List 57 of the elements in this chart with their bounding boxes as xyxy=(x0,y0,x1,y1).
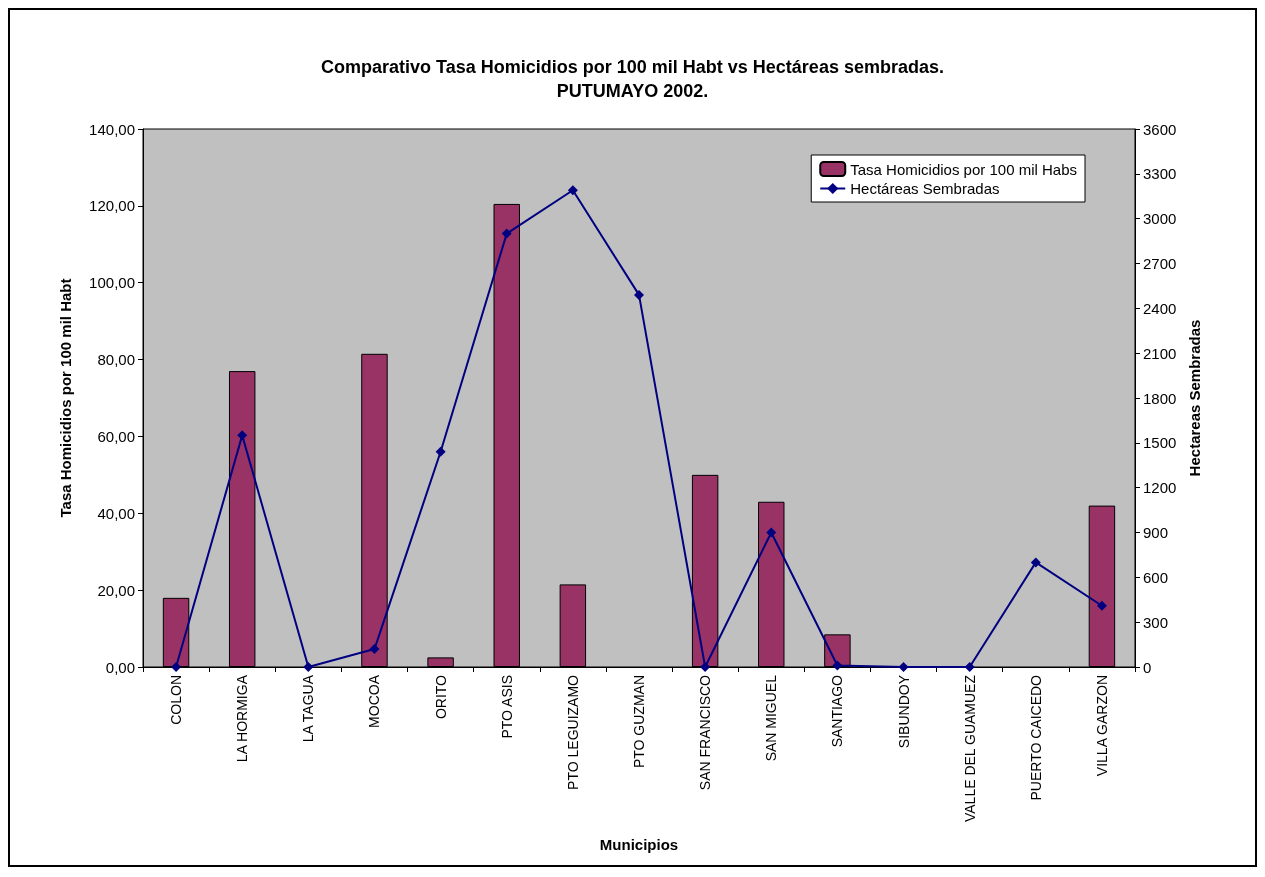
x-tick-label: PTO GUZMAN xyxy=(631,675,647,769)
point xyxy=(1030,557,1041,568)
point xyxy=(898,662,909,672)
x-tick-label: MOCOA xyxy=(366,674,383,728)
y-axis-title: Tasa Homicidios por 100 mil Habt xyxy=(57,278,74,518)
x-tick-label: COLON xyxy=(168,675,185,725)
point xyxy=(435,446,446,457)
y2-tick-label: 900 xyxy=(1143,524,1169,541)
y2-tick-label: 2700 xyxy=(1143,255,1177,272)
x-tick-label: ORITO xyxy=(432,674,449,720)
point xyxy=(567,185,578,196)
x-tick-label: LA HORMIGA xyxy=(234,674,251,763)
point xyxy=(501,228,512,239)
y2-tick-label: 1200 xyxy=(1143,479,1177,497)
x-tick-label: SAN MIGUEL xyxy=(763,674,780,762)
chart-title: Comparativo Tasa Homicidios por 100 mil Habt vs Hectáreas sembradas. PUTUMAYO 2002. xyxy=(321,57,944,101)
y2-tick-label: 1800 xyxy=(1143,389,1177,407)
y-tick-label: 0,00 xyxy=(105,658,135,676)
legend-label: Tasa Homicidios por 100 mil Habs xyxy=(850,160,1078,178)
y-tick-label: 120,00 xyxy=(89,197,135,215)
x-tick-label: PUERTO CAICEDO xyxy=(1027,674,1044,801)
point xyxy=(1096,600,1107,611)
y-tick-label: 80,00 xyxy=(97,351,135,369)
point xyxy=(766,527,777,538)
point xyxy=(369,644,380,655)
point xyxy=(634,289,644,300)
y-tick-label: 140,00 xyxy=(89,120,135,138)
y2-tick-label: 3600 xyxy=(1143,120,1177,138)
point xyxy=(700,662,711,672)
x-tick-label: SANTIAGO xyxy=(829,674,846,748)
y2-tick-label: 1500 xyxy=(1143,434,1177,452)
y2-tick-label: 300 xyxy=(1143,613,1169,631)
y2-tick-label: 0 xyxy=(1143,658,1152,676)
x-tick-label: VILLA GARZON xyxy=(1093,675,1110,777)
y-tick-label: 100,00 xyxy=(89,274,135,292)
y-tick-label: 60,00 xyxy=(97,427,135,445)
x-tick-label: PTO LEGUIZAMO xyxy=(564,674,581,790)
y-tick-label: 20,00 xyxy=(97,581,135,599)
x-tick-label: LA TAGUA xyxy=(300,674,317,743)
point xyxy=(964,662,975,672)
point xyxy=(303,662,314,672)
x-tick-label: PTO ASIS xyxy=(498,675,515,739)
legend-label: Hectáreas Sembradas xyxy=(850,180,1000,197)
y2-tick-label: 2100 xyxy=(1143,344,1177,362)
point xyxy=(171,662,182,672)
point xyxy=(237,430,248,441)
y2-tick-label: 600 xyxy=(1143,568,1169,586)
x-axis-title: Municipios xyxy=(599,836,679,853)
y-tick-label: 40,00 xyxy=(97,504,135,522)
x-tick-label: SIBUNDOY xyxy=(895,674,912,749)
point xyxy=(832,660,843,671)
y2-tick-label: 3000 xyxy=(1143,210,1177,228)
x-tick-label: SAN FRANCISCO xyxy=(697,674,714,791)
y2-tick-label: 2400 xyxy=(1143,299,1177,317)
y2-axis-title: Hectareas Sembradas xyxy=(1186,319,1204,477)
x-tick-label: VALLE DEL GUAMUEZ xyxy=(961,674,978,823)
y2-tick-label: 3300 xyxy=(1143,165,1177,183)
